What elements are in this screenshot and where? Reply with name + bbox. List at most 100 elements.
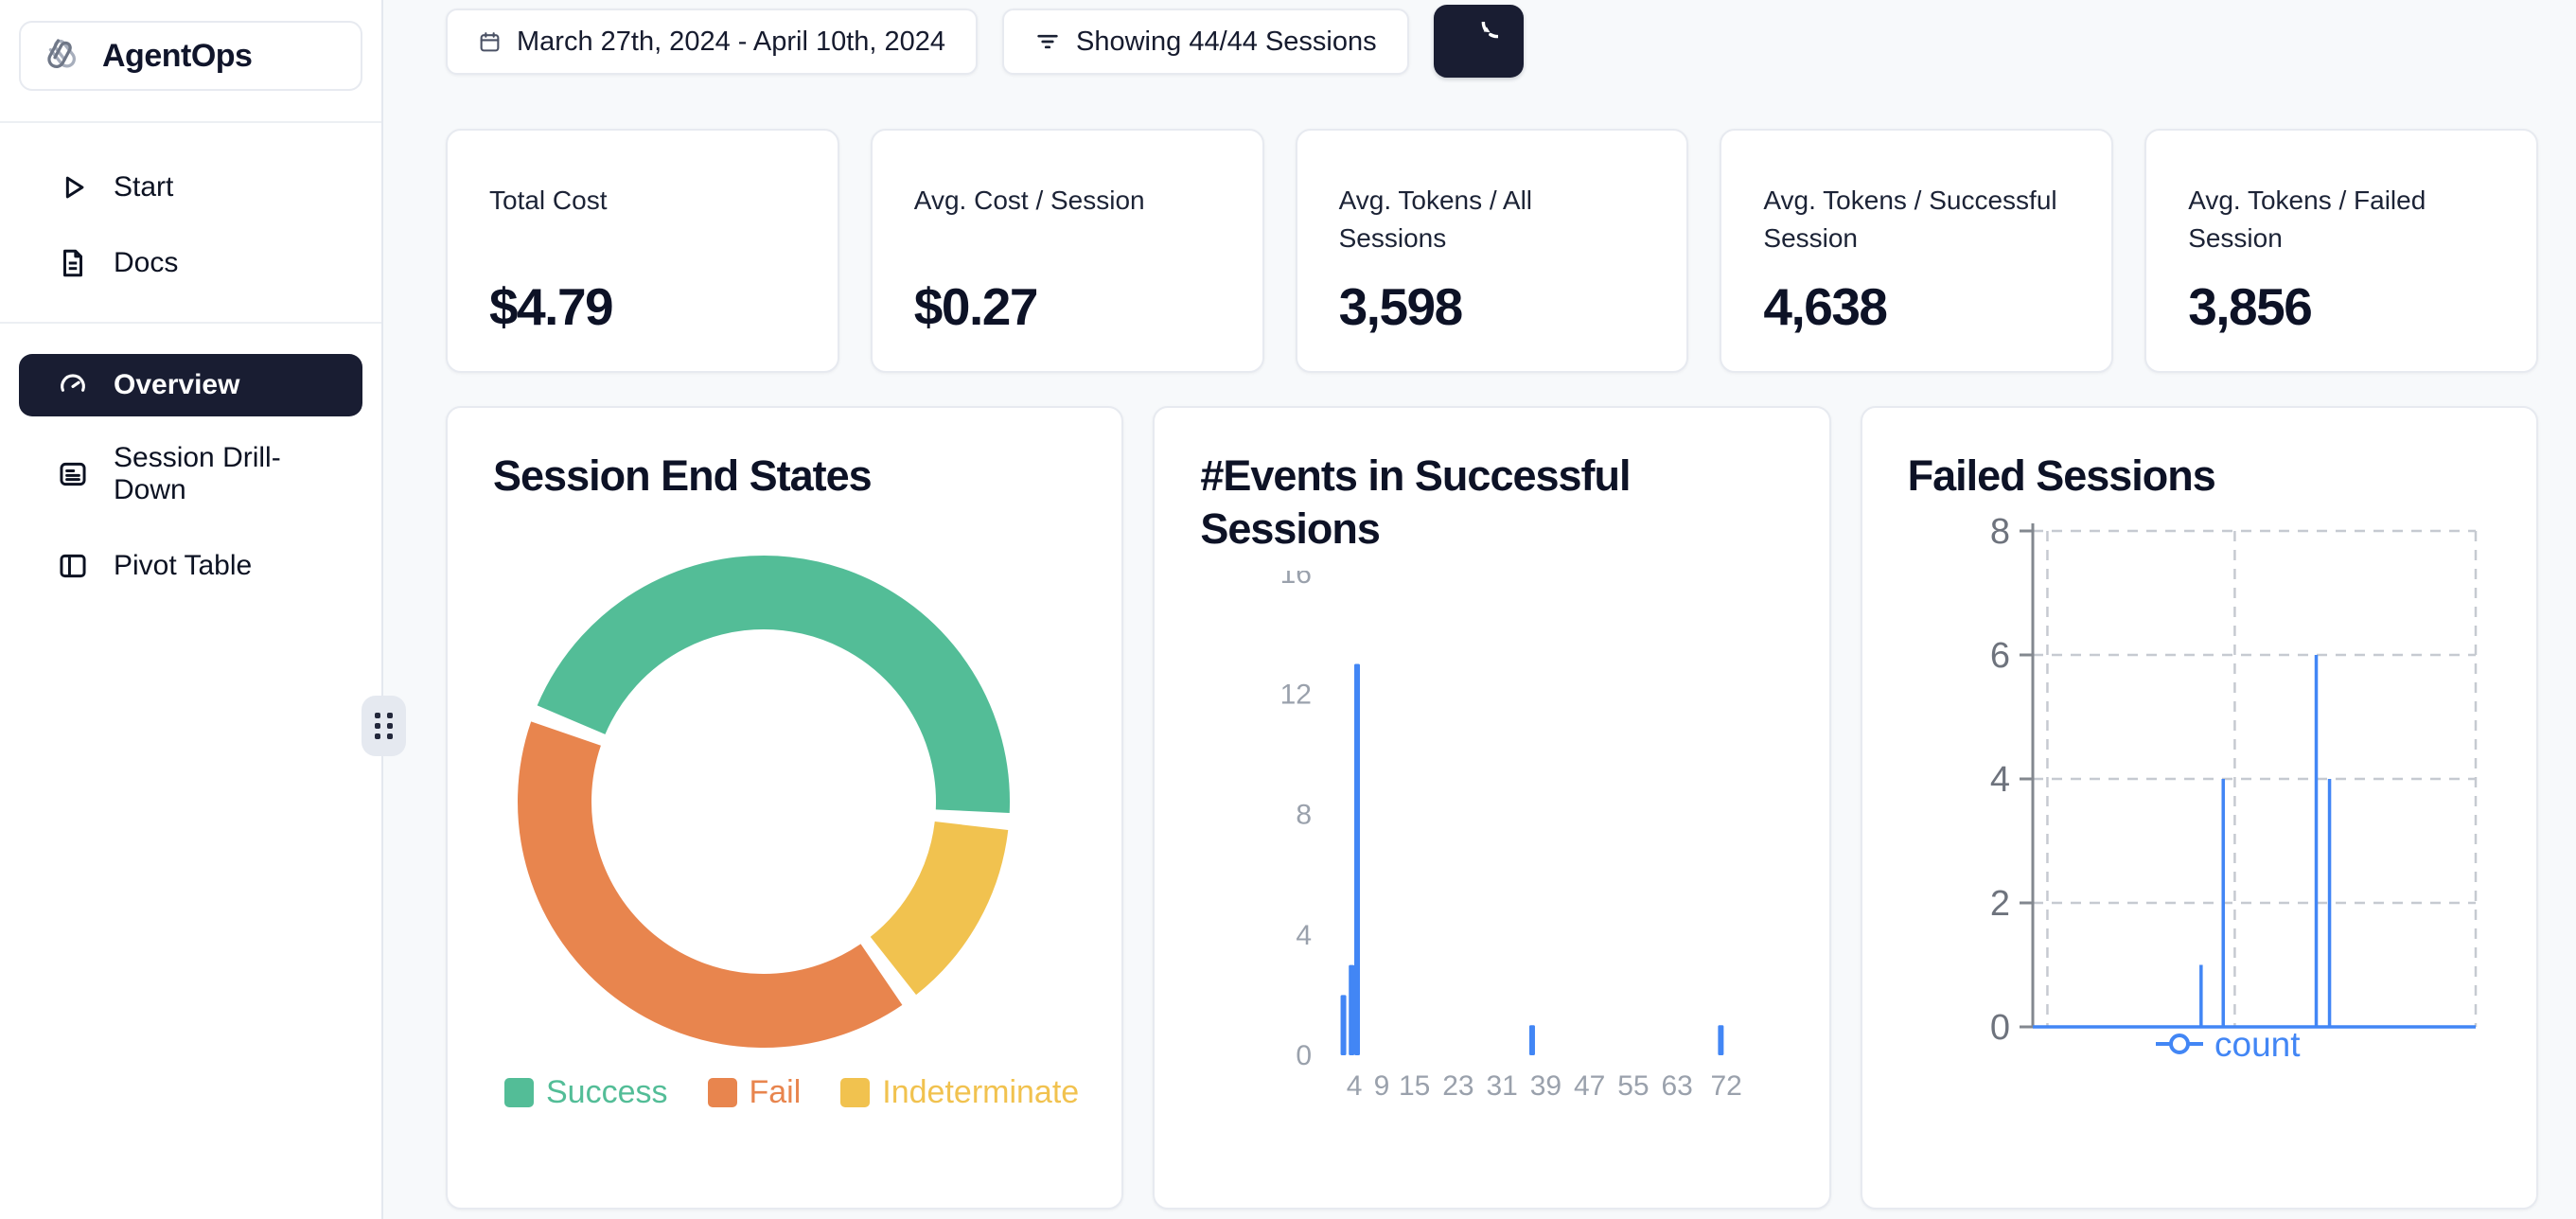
session-end-states-card: Session End States Success Fail Indeterm… xyxy=(446,406,1124,1210)
stat-card-avg-tokens-failed: Avg. Tokens / Failed Session 3,856 xyxy=(2144,129,2538,373)
axis-label: count xyxy=(2214,1025,2301,1064)
stat-value: 3,598 xyxy=(1338,277,1464,336)
session-end-states-donut-chart xyxy=(518,556,1010,1048)
axis-label: 31 xyxy=(1487,1070,1518,1101)
columns-icon xyxy=(57,550,89,582)
axis-label: 39 xyxy=(1530,1070,1561,1101)
axis-label: 6 xyxy=(1990,636,2010,676)
refresh-button[interactable] xyxy=(1433,5,1524,78)
stat-value: 4,638 xyxy=(1763,277,1888,336)
top-toolbar: March 27th, 2024 - April 10th, 2024 Show… xyxy=(446,5,2538,78)
legend-marker-dot xyxy=(2168,1034,2190,1054)
bar-x-71 xyxy=(1718,1025,1724,1055)
bar-x-36.5 xyxy=(1529,1025,1536,1055)
legend-label: Fail xyxy=(749,1074,802,1110)
axis-label: 16 xyxy=(1280,571,1312,590)
axis-label: 15 xyxy=(1399,1070,1430,1101)
axis-label: 8 xyxy=(1297,800,1313,831)
axis-label: 72 xyxy=(1711,1070,1742,1101)
axis-label: 4 xyxy=(1990,760,2010,800)
axis-label: 55 xyxy=(1618,1070,1650,1101)
play-icon xyxy=(57,171,89,203)
sidebar-item-overview[interactable]: Overview xyxy=(19,354,362,416)
legend-swatch xyxy=(840,1078,871,1107)
sessions-filter-button[interactable]: Showing 44/44 Sessions xyxy=(1002,9,1409,75)
grip-dots-icon xyxy=(375,713,393,739)
stat-card-avg-tokens-all: Avg. Tokens / All Sessions 3,598 xyxy=(1295,129,1689,373)
axis-label: 47 xyxy=(1574,1070,1605,1101)
sidebar-divider xyxy=(0,322,381,324)
paperclips-logo-icon xyxy=(42,34,85,78)
events-histogram-card: #Events in Successful Sessions 16 12 8 4 0 4 9… xyxy=(1153,406,1831,1210)
axis-label: 4 xyxy=(1347,1070,1363,1101)
sidebar-item-label: Overview xyxy=(114,369,240,400)
sidebar-item-start[interactable]: Start xyxy=(19,159,362,216)
axis-label: 8 xyxy=(1990,512,2010,552)
sidebar-item-label: Start xyxy=(114,171,174,203)
count-series-line xyxy=(2032,655,2476,1029)
stat-label: Avg. Cost / Session xyxy=(913,186,1145,215)
date-range-label: March 27th, 2024 - April 10th, 2024 xyxy=(517,26,946,57)
refresh-icon xyxy=(1458,21,1499,62)
legend-swatch xyxy=(707,1078,737,1107)
axis-label: 2 xyxy=(1990,884,2010,924)
stat-value: $0.27 xyxy=(913,277,1039,336)
document-icon xyxy=(57,247,89,279)
failed-sessions-card: Failed Sessions 8 6 4 2 0 count xyxy=(1860,406,2538,1210)
legend-swatch xyxy=(504,1078,534,1107)
legend-item-success: Success xyxy=(504,1074,668,1111)
donut-slice-success xyxy=(537,556,1010,813)
donut-slice-fail xyxy=(518,721,903,1048)
axis-label: 0 xyxy=(1297,1040,1313,1071)
sidebar-item-label: Session Drill-Down xyxy=(114,442,281,505)
sidebar-nav-bottom: Overview Session Drill-Down Pivot Tabl xyxy=(19,354,362,594)
donut-legend: Success Fail Indeterminate xyxy=(504,1074,1079,1111)
filter-icon xyxy=(1034,28,1061,55)
stat-label: Avg. Tokens / Failed Session xyxy=(2188,186,2426,253)
gauge-icon xyxy=(57,369,89,401)
sidebar: AgentOps Start Docs xyxy=(0,0,406,1219)
bar-x-3.5 xyxy=(1349,964,1355,1055)
chart-title: Failed Sessions xyxy=(1907,451,2216,500)
sidebar-item-session-drill-down[interactable]: Session Drill-Down xyxy=(19,430,362,519)
stat-label: Avg. Tokens / Successful Session xyxy=(1763,186,2057,253)
legend-item-fail: Fail xyxy=(707,1074,802,1111)
bar-x-4.5 xyxy=(1354,663,1361,1055)
sidebar-item-label: Docs xyxy=(114,247,179,278)
sidebar-item-label: Pivot Table xyxy=(114,550,253,581)
axis-label: 63 xyxy=(1662,1070,1693,1101)
donut-slice-indeterminate xyxy=(870,821,1009,996)
stat-cards-row: Total Cost $4.79 Avg. Cost / Session $0.… xyxy=(446,129,2538,373)
sidebar-divider xyxy=(0,121,381,123)
legend-item-indeterminate: Indeterminate xyxy=(840,1074,1079,1111)
stat-card-total-cost: Total Cost $4.79 xyxy=(446,129,839,373)
chart-cards-row: Session End States Success Fail Indeterm… xyxy=(446,406,2538,1210)
calendar-icon xyxy=(478,30,502,54)
sidebar-resize-handle[interactable] xyxy=(362,696,406,756)
stat-value: 3,856 xyxy=(2188,277,2313,336)
stat-card-avg-tokens-successful: Avg. Tokens / Successful Session 4,638 xyxy=(1720,129,2114,373)
axis-label: 23 xyxy=(1443,1070,1474,1101)
stat-label: Total Cost xyxy=(489,186,608,215)
date-range-button[interactable]: March 27th, 2024 - April 10th, 2024 xyxy=(446,9,979,75)
bar-x-2 xyxy=(1340,995,1347,1055)
sidebar-item-pivot-table[interactable]: Pivot Table xyxy=(19,538,362,594)
stat-card-avg-cost-session: Avg. Cost / Session $0.27 xyxy=(870,129,1264,373)
chart-title: Session End States xyxy=(493,451,873,500)
sidebar-item-docs[interactable]: Docs xyxy=(19,235,362,292)
sidebar-nav-top: Start Docs xyxy=(19,159,362,292)
main-content: March 27th, 2024 - April 10th, 2024 Show… xyxy=(383,0,2576,1219)
sessions-filter-label: Showing 44/44 Sessions xyxy=(1076,26,1377,57)
legend-label: Success xyxy=(546,1074,668,1110)
axis-label: 4 xyxy=(1297,920,1313,951)
app-logo[interactable]: AgentOps xyxy=(19,21,362,91)
chart-title: #Events in Successful Sessions xyxy=(1200,451,1631,553)
axis-label: 0 xyxy=(1990,1008,2010,1048)
stat-label: Avg. Tokens / All Sessions xyxy=(1338,186,1533,253)
list-icon xyxy=(57,458,89,490)
stat-value: $4.79 xyxy=(489,277,614,336)
failed-sessions-line-chart: 8 6 4 2 0 count xyxy=(1990,512,2477,1064)
legend-label: Indeterminate xyxy=(882,1074,1080,1110)
axis-label: 9 xyxy=(1374,1070,1390,1101)
